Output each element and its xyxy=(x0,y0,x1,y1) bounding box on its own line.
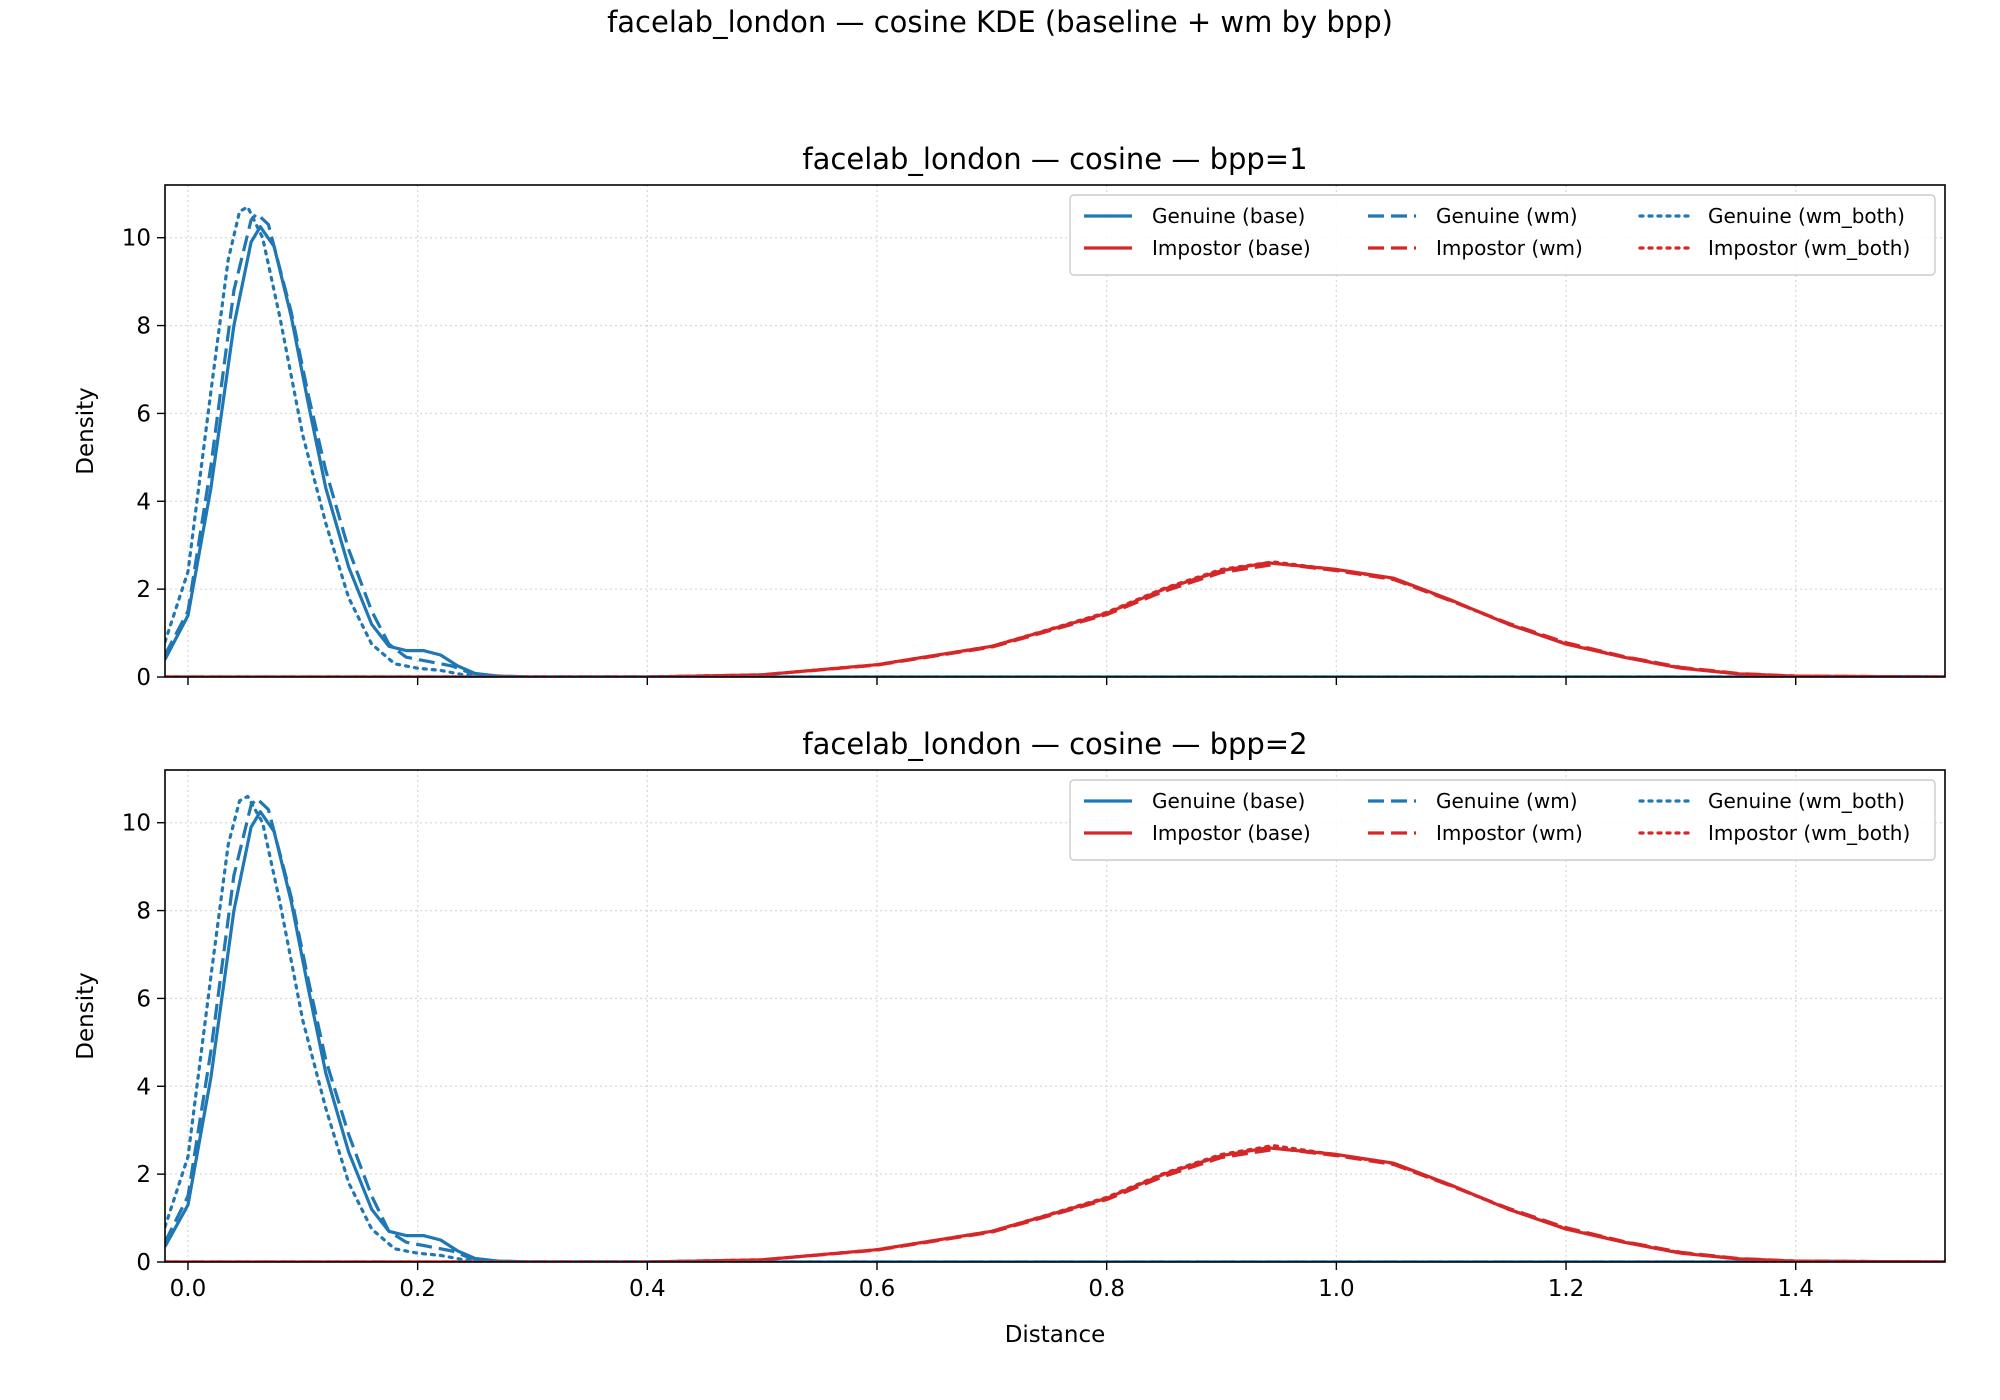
axes-frame xyxy=(164,184,1946,678)
x-tick-label: 1.2 xyxy=(1548,1276,1585,1302)
y-tick-label: 6 xyxy=(136,986,151,1012)
series-group xyxy=(165,794,1945,1262)
legend-label: Genuine (wm_both) xyxy=(1708,789,1905,813)
series-line-genuine-base xyxy=(165,810,1945,1262)
series-line-genuine-base xyxy=(165,225,1945,677)
figure-suptitle: facelab_london — cosine KDE (baseline + … xyxy=(607,5,1393,39)
legend-label: Genuine (base) xyxy=(1152,789,1305,813)
y-tick-label: 8 xyxy=(136,899,151,925)
series-line-genuine-wm-both xyxy=(165,205,1945,677)
series-line-impostor-base xyxy=(165,1146,1945,1262)
x-tick-label: 1.4 xyxy=(1777,1276,1814,1302)
x-tick-label: 0.4 xyxy=(629,1276,666,1302)
x-tick-label: 0.2 xyxy=(399,1276,436,1302)
chart-title: facelab_london — cosine — bpp=1 xyxy=(802,142,1307,176)
y-axis-label: Density xyxy=(73,972,99,1059)
y-tick-label: 0 xyxy=(136,665,151,691)
chart-panel-2: 0.0 0.2 0.4 0.6 0.8 1.0 1.2 1.4 0 2 4 6 8 10 facelab_l… xyxy=(73,727,1946,1348)
legend-label: Genuine (wm) xyxy=(1436,204,1578,228)
x-tick-label: 0.8 xyxy=(1088,1276,1125,1302)
legend-label: Genuine (wm_both) xyxy=(1708,204,1905,228)
y-tick-label: 4 xyxy=(136,489,151,515)
series-line-impostor-wm xyxy=(165,1147,1945,1262)
series-line-impostor-wm xyxy=(165,562,1945,677)
x-tick-label: 0.6 xyxy=(859,1276,896,1302)
y-tick-label: 4 xyxy=(136,1074,151,1100)
y-tick-label: 2 xyxy=(136,577,151,603)
series-line-genuine-wm xyxy=(165,797,1945,1262)
chart-panel-1: 0 2 4 6 8 10 facelab_london — cosine — bpp=1 De… xyxy=(73,142,1946,691)
series-group xyxy=(165,205,1945,677)
y-tick-label: 6 xyxy=(136,401,151,427)
series-line-genuine-wm-both xyxy=(165,794,1945,1262)
series-line-impostor-wm-both xyxy=(165,1144,1945,1262)
series-line-impostor-wm-both xyxy=(165,560,1945,677)
chart-title: facelab_london — cosine — bpp=2 xyxy=(802,727,1307,761)
legend-label: Impostor (base) xyxy=(1152,821,1311,845)
series-line-impostor-base xyxy=(165,561,1945,677)
y-tick-label: 8 xyxy=(136,314,151,340)
x-tick-label: 1.0 xyxy=(1318,1276,1355,1302)
y-tick-label: 2 xyxy=(136,1162,151,1188)
legend-label: Impostor (wm_both) xyxy=(1708,236,1910,260)
y-tick-label: 10 xyxy=(122,226,151,252)
axes-frame xyxy=(164,769,1946,1263)
legend-box xyxy=(1069,779,1936,861)
x-tick-label: 0.0 xyxy=(170,1276,207,1302)
legend-label: Impostor (wm_both) xyxy=(1708,821,1910,845)
x-axis-label: Distance xyxy=(1005,1322,1106,1348)
y-axis-label: Density xyxy=(73,387,99,474)
legend-box xyxy=(1069,194,1936,276)
legend-label: Genuine (base) xyxy=(1152,204,1305,228)
series-line-genuine-wm xyxy=(165,212,1945,677)
y-tick-label: 10 xyxy=(122,811,151,837)
y-tick-label: 0 xyxy=(136,1250,151,1276)
legend-label: Impostor (wm) xyxy=(1436,236,1583,260)
legend-label: Impostor (base) xyxy=(1152,236,1311,260)
legend-label: Impostor (wm) xyxy=(1436,821,1583,845)
legend-label: Genuine (wm) xyxy=(1436,789,1578,813)
